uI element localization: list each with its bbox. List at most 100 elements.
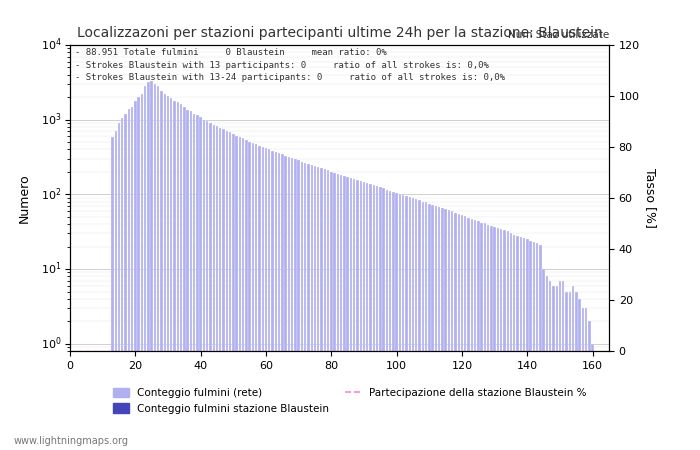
Bar — [419, 200, 421, 450]
Bar — [523, 238, 525, 450]
Bar — [327, 170, 329, 450]
Bar — [484, 223, 486, 450]
Bar — [137, 97, 140, 450]
Bar — [242, 139, 244, 450]
Bar — [281, 154, 284, 450]
Bar — [82, 366, 84, 450]
Bar — [164, 94, 166, 450]
Bar — [209, 123, 211, 450]
Bar — [529, 241, 532, 450]
Bar — [575, 292, 578, 450]
Bar — [503, 230, 505, 450]
Bar — [174, 101, 176, 450]
Bar — [72, 366, 74, 450]
Bar — [199, 117, 202, 450]
Bar — [265, 148, 267, 450]
Bar — [386, 189, 388, 450]
Bar — [444, 209, 447, 450]
Y-axis label: Tasso [%]: Tasso [%] — [643, 168, 657, 228]
Bar — [360, 181, 362, 450]
Bar — [252, 143, 254, 450]
Bar — [507, 231, 509, 450]
Bar — [333, 173, 336, 450]
Bar — [317, 167, 319, 450]
Bar — [262, 147, 264, 450]
Bar — [294, 159, 297, 450]
Bar — [170, 98, 172, 450]
Bar — [566, 292, 568, 450]
Bar — [356, 180, 358, 450]
Bar — [183, 107, 186, 450]
Bar — [248, 142, 251, 450]
Bar — [562, 281, 564, 450]
Bar — [288, 157, 290, 450]
Bar — [431, 205, 434, 450]
Bar — [102, 366, 104, 450]
Bar — [372, 185, 375, 450]
Text: $10^3$: $10^3$ — [41, 112, 62, 128]
Bar — [216, 126, 218, 450]
Bar — [376, 186, 378, 450]
Bar — [255, 144, 258, 450]
Bar — [193, 114, 195, 450]
Bar — [323, 169, 326, 450]
Bar — [517, 236, 519, 450]
Bar — [490, 226, 493, 450]
Bar — [500, 230, 503, 450]
Y-axis label: Numero: Numero — [18, 173, 30, 223]
Bar — [314, 166, 316, 450]
Bar — [549, 281, 552, 450]
Bar — [536, 243, 538, 450]
Text: - 88.951 Totale fulmini     0 Blaustein     mean ratio: 0%
- Strokes Blaustein w: - 88.951 Totale fulmini 0 Blaustein mean… — [76, 48, 505, 82]
Bar — [556, 286, 558, 450]
Bar — [268, 149, 270, 450]
Bar — [592, 344, 594, 450]
Bar — [470, 219, 473, 450]
Bar — [379, 187, 382, 450]
Bar — [438, 207, 440, 450]
Bar — [402, 195, 405, 450]
Bar — [203, 120, 205, 450]
Bar — [284, 156, 287, 450]
Bar — [167, 95, 169, 450]
Bar — [480, 222, 483, 450]
Bar — [412, 198, 414, 450]
Bar — [425, 202, 427, 450]
Bar — [69, 366, 71, 450]
Bar — [389, 191, 391, 450]
Bar — [196, 115, 199, 450]
Text: $10^1$: $10^1$ — [41, 261, 62, 277]
Bar — [542, 269, 545, 450]
Bar — [98, 366, 101, 450]
Bar — [278, 153, 280, 450]
Bar — [311, 165, 313, 450]
Bar — [92, 366, 94, 450]
Bar — [78, 366, 81, 450]
Bar — [272, 151, 274, 450]
Bar — [497, 228, 499, 450]
Bar — [127, 109, 130, 450]
Bar — [304, 163, 307, 450]
Bar — [519, 237, 522, 450]
Bar — [88, 366, 91, 450]
Text: www.lightningmaps.org: www.lightningmaps.org — [14, 436, 129, 446]
Bar — [95, 366, 97, 450]
Bar — [229, 132, 231, 450]
Bar — [526, 239, 528, 450]
Bar — [232, 134, 234, 450]
Bar — [552, 286, 554, 450]
Bar — [186, 110, 189, 450]
Bar — [180, 104, 182, 450]
Bar — [245, 140, 248, 450]
Bar — [350, 178, 352, 450]
Bar — [213, 125, 215, 450]
Bar — [494, 227, 496, 450]
Text: $10^2$: $10^2$ — [41, 186, 62, 202]
Bar — [568, 292, 571, 450]
Bar — [421, 202, 424, 450]
Bar — [298, 160, 300, 450]
Bar — [154, 84, 156, 450]
Bar — [346, 177, 349, 450]
Bar — [435, 206, 437, 450]
Bar — [468, 217, 470, 450]
